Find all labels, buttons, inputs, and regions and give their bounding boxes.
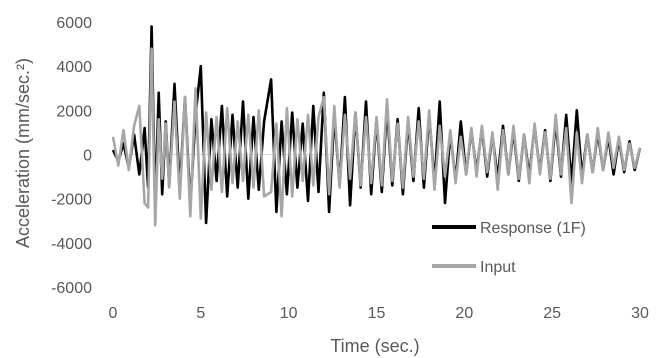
x-tick-label: 15	[368, 305, 386, 322]
x-tick-label: 20	[455, 305, 473, 322]
y-tick-label: -4000	[51, 236, 92, 253]
x-tick-label: 5	[196, 305, 205, 322]
x-axis-title: Time (sec.)	[330, 336, 419, 356]
legend-label-input: Input	[480, 259, 516, 276]
y-tick-label: 2000	[56, 103, 92, 120]
legend-label-response: Response (1F)	[480, 220, 586, 237]
y-tick-label: 0	[83, 148, 92, 165]
y-tick-label: -6000	[51, 280, 92, 297]
y-tick-label: -2000	[51, 192, 92, 209]
x-tick-label: 10	[280, 305, 298, 322]
y-tick-label: 4000	[56, 59, 92, 76]
series-line-input	[111, 47, 642, 227]
tick-labels: 6000 4000 2000 0 -2000 -4000 -6000 0 5 10 15 20 25 30	[51, 15, 649, 322]
legend: Response (1F) Input	[432, 220, 586, 276]
x-tick-label: 30	[631, 305, 649, 322]
y-axis-title: Acceleration (mm/sec.²)	[13, 58, 33, 248]
x-tick-label: 25	[543, 305, 561, 322]
series-lines	[111, 25, 642, 227]
x-tick-label: 0	[109, 305, 118, 322]
y-tick-label: 6000	[56, 15, 92, 32]
